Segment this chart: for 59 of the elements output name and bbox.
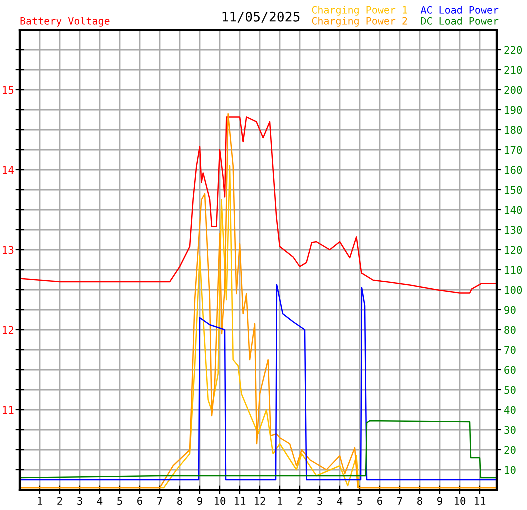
x-tick-label: 7 — [158, 497, 162, 505]
y2-tick-label: 170 — [505, 146, 522, 154]
y2-tick-label: 100 — [505, 286, 522, 294]
y2-tick-label: 160 — [505, 166, 522, 174]
y2-tick-label: 90 — [504, 306, 516, 314]
text: Battery Voltage — [20, 17, 110, 27]
x-tick-label: 3 — [78, 497, 82, 506]
y2-tick-label: 70 — [504, 346, 516, 354]
x-tick-label: 1 — [38, 497, 42, 505]
y2-tick-label: 150 — [505, 186, 522, 194]
x-tick-label: 4 — [337, 497, 343, 505]
x-tick-label: 4 — [97, 497, 103, 505]
y2-tick-label: 80 — [504, 326, 516, 334]
x-tick-label: 5 — [118, 497, 122, 506]
y2-tick-label: 140 — [505, 206, 522, 214]
x-tick-label: 11 — [474, 497, 486, 505]
x-tick-label: 6 — [138, 497, 142, 506]
y2-tick-label: 180 — [505, 126, 522, 134]
y2-tick-label: 210 — [504, 66, 522, 74]
x-tick-label: 9 — [198, 497, 202, 506]
y2-tick-label: 190 — [505, 106, 522, 114]
y2-tick-label: 50 — [504, 386, 516, 394]
x-tick-label: 1 — [278, 497, 282, 505]
y-tick-label: 13 — [3, 246, 14, 254]
y-tick-label: 12 — [3, 326, 14, 334]
x-tick-label: 10 — [454, 497, 466, 506]
x-tick-label: 5 — [358, 497, 362, 506]
text: DC Load Power — [421, 17, 499, 25]
x-tick-label: 9 — [438, 497, 442, 506]
x-tick-label: 2 — [298, 497, 302, 505]
line-series — [20, 284, 497, 481]
x-tick-label: 6 — [378, 497, 382, 506]
x-tick-label: 8 — [178, 497, 182, 506]
y2-tick-label: 120 — [505, 246, 522, 254]
x-tick-label: 8 — [418, 497, 422, 506]
x-tick-label: 10 — [214, 497, 226, 506]
y2-tick-label: 200 — [504, 86, 522, 94]
y2-tick-label: 130 — [505, 226, 522, 234]
line-series — [20, 420, 497, 479]
y2-tick-label: 30 — [504, 426, 516, 434]
y2-tick-label: 60 — [504, 366, 516, 374]
text: Charging Power 2 — [312, 17, 408, 27]
x-tick-label: 11 — [234, 497, 246, 505]
text: AC Load Power — [420, 6, 499, 14]
line-series — [20, 116, 497, 294]
y2-tick-label: 20 — [504, 446, 516, 454]
x-tick-label: 3 — [318, 497, 322, 506]
chart-title: 11/05/2025 — [222, 12, 300, 23]
y2-tick-label: 220 — [504, 46, 522, 54]
x-tick-label: 2 — [58, 497, 62, 505]
x-tick-label: 12 — [254, 497, 266, 505]
x-tick-label: 7 — [398, 497, 402, 505]
y2-tick-label: 110 — [505, 266, 522, 274]
text: Charging Power 1 — [312, 6, 408, 16]
y-tick-label: 15 — [3, 86, 14, 94]
y-tick-label: 11 — [3, 406, 14, 414]
y-tick-label: 14 — [3, 166, 14, 174]
y2-tick-label: 10 — [505, 466, 516, 474]
y2-tick-label: 40 — [504, 406, 516, 414]
